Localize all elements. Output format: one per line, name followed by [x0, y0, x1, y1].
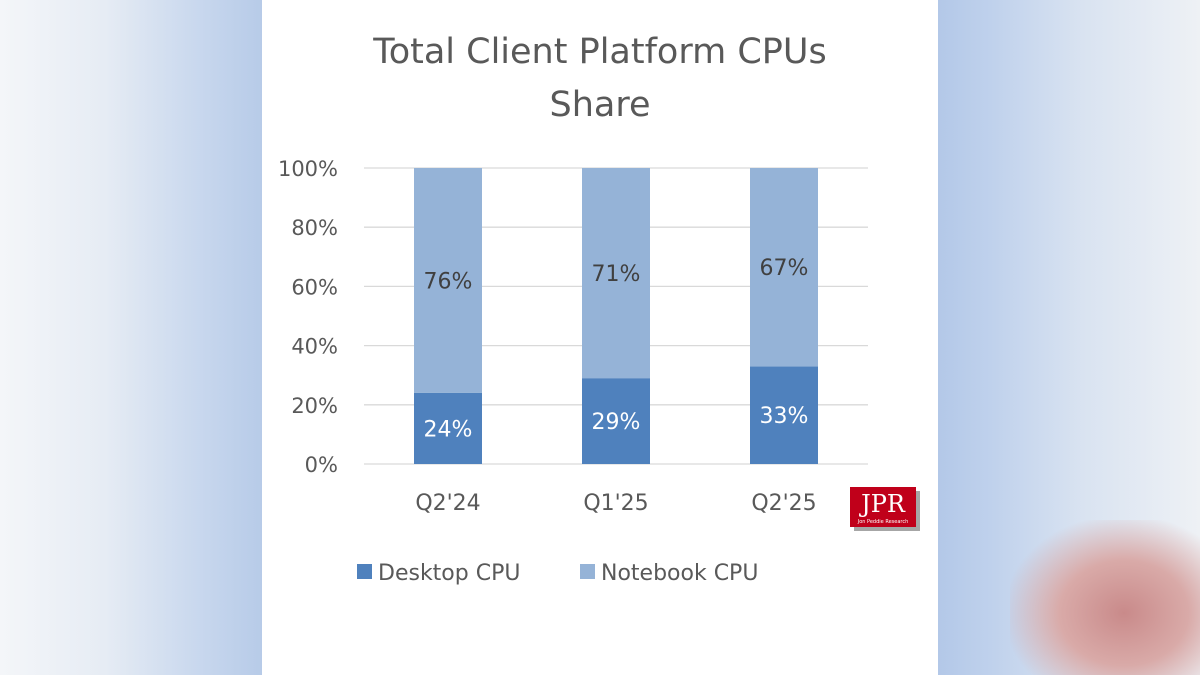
- chart-title-line-2: Share: [549, 85, 650, 125]
- data-label: 24%: [424, 417, 473, 442]
- y-tick-label: 20%: [291, 394, 338, 418]
- data-label: 33%: [760, 404, 809, 429]
- legend-swatch: [357, 564, 372, 579]
- bar-notebook-cpu: [414, 168, 482, 393]
- data-label: 29%: [592, 410, 641, 435]
- y-tick-label: 40%: [291, 335, 338, 359]
- bar-desktop-cpu: [414, 392, 482, 464]
- logo-subtext: Jon Peddie Research: [857, 519, 909, 525]
- legend-label: Notebook CPU: [601, 561, 758, 586]
- x-category-label: Q2'24: [415, 491, 480, 516]
- x-category-label: Q2'25: [751, 491, 816, 516]
- bar-desktop-cpu: [582, 378, 650, 464]
- legend-label: Desktop CPU: [378, 561, 520, 586]
- legend-swatch: [580, 564, 595, 579]
- y-tick-label: 0%: [305, 453, 338, 477]
- data-label: 76%: [424, 269, 473, 294]
- bar-notebook-cpu: [582, 168, 650, 379]
- y-tick-label: 80%: [291, 216, 338, 240]
- data-label: 71%: [592, 262, 641, 287]
- data-label: 67%: [760, 256, 809, 281]
- y-tick-label: 100%: [278, 157, 338, 181]
- logo-text: JPR: [858, 490, 906, 518]
- background-left: [0, 0, 262, 675]
- x-category-label: Q1'25: [583, 491, 648, 516]
- jpr-logo: JPR Jon Peddie Research: [850, 487, 920, 531]
- bar-desktop-cpu: [750, 366, 818, 464]
- background-blur: [1010, 520, 1200, 675]
- chart-title-line-1: Total Client Platform CPUs: [372, 32, 826, 72]
- y-tick-label: 60%: [291, 275, 338, 299]
- bar-notebook-cpu: [750, 168, 818, 367]
